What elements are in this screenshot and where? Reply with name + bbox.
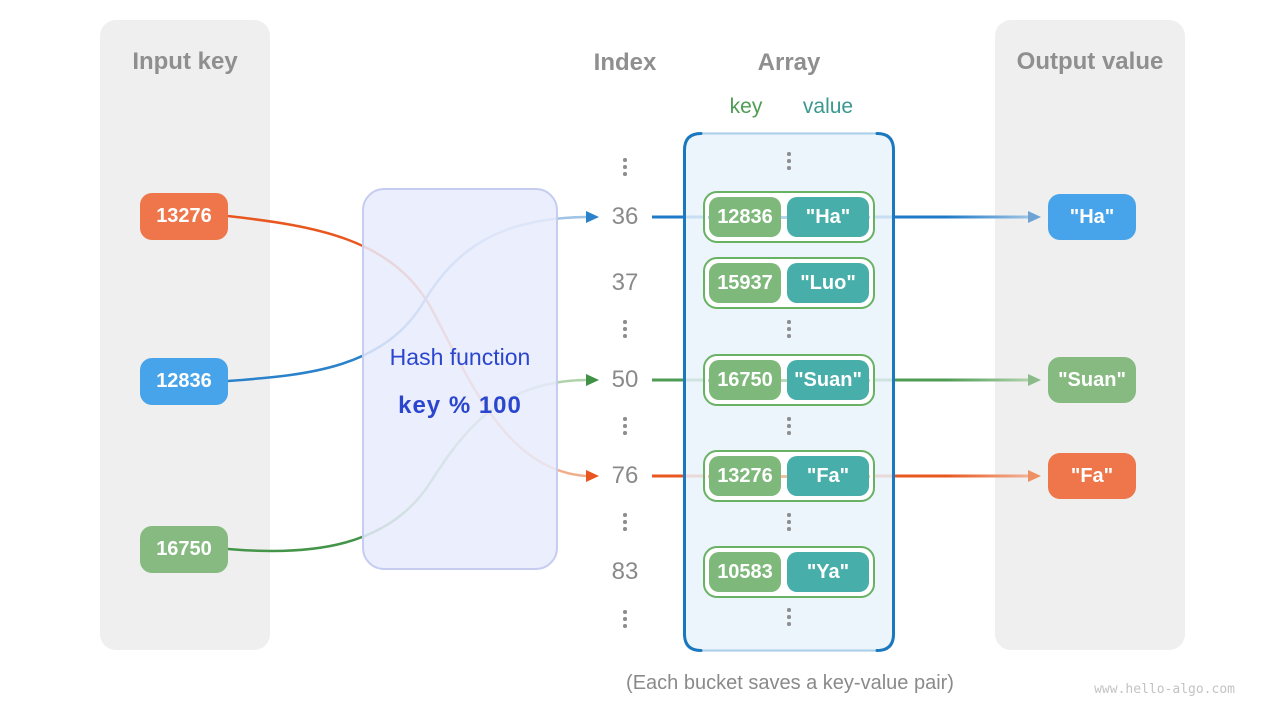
bucket-pair-ya: 10583 "Ya" <box>703 546 875 598</box>
bucket-key: 13276 <box>709 456 781 496</box>
array-right-bracket <box>875 132 895 652</box>
index-37: 37 <box>611 269 639 296</box>
arrowhead-index-76 <box>586 470 599 482</box>
hash-function-box <box>362 188 558 570</box>
index-36: 36 <box>611 203 639 230</box>
index-50: 50 <box>611 366 639 393</box>
output-value-fa: "Fa" <box>1048 453 1136 499</box>
input-panel-title: Input key <box>132 48 238 75</box>
arrowhead-output-ha <box>1028 211 1041 223</box>
input-key-12836: 12836 <box>140 358 228 405</box>
index-column-header: Index <box>593 49 657 76</box>
input-key-16750: 16750 <box>140 526 228 573</box>
ellipsis-dots <box>787 417 791 435</box>
output-value-suan: "Suan" <box>1048 357 1136 403</box>
output-value-ha: "Ha" <box>1048 194 1136 240</box>
bucket-pair-suan: 16750 "Suan" <box>703 354 875 406</box>
ellipsis-dots <box>623 513 627 531</box>
bucket-value: "Ha" <box>787 197 869 237</box>
output-panel-title: Output value <box>1016 48 1164 75</box>
hash-function-title: Hash function <box>389 344 531 370</box>
arrowhead-index-36 <box>586 211 599 223</box>
input-key-13276: 13276 <box>140 193 228 240</box>
bucket-pair-ha: 12836 "Ha" <box>703 191 875 243</box>
watermark: www.hello-algo.com <box>1094 682 1235 697</box>
array-column-header: Array <box>757 49 821 76</box>
bucket-value: "Luo" <box>787 263 869 303</box>
index-83: 83 <box>611 558 639 585</box>
hash-function-formula: key % 100 <box>398 392 522 419</box>
bucket-pair-fa: 13276 "Fa" <box>703 450 875 502</box>
key-column-header: key <box>729 95 763 118</box>
arrowhead-output-fa <box>1028 470 1041 482</box>
bucket-value: "Suan" <box>787 360 869 400</box>
ellipsis-dots <box>623 158 627 176</box>
output-value-panel <box>995 20 1185 650</box>
ellipsis-dots <box>623 320 627 338</box>
array-left-bracket <box>683 132 703 652</box>
bucket-key: 16750 <box>709 360 781 400</box>
bucket-pair-luo: 15937 "Luo" <box>703 257 875 309</box>
ellipsis-dots <box>787 608 791 626</box>
ellipsis-dots <box>623 610 627 628</box>
bucket-value: "Fa" <box>787 456 869 496</box>
ellipsis-dots <box>787 513 791 531</box>
arrowhead-index-50 <box>586 374 599 386</box>
bucket-value: "Ya" <box>787 552 869 592</box>
bucket-key: 15937 <box>709 263 781 303</box>
bucket-key: 10583 <box>709 552 781 592</box>
diagram-caption: (Each bucket saves a key-value pair) <box>626 672 954 694</box>
ellipsis-dots <box>787 152 791 170</box>
value-column-header: value <box>802 95 854 118</box>
ellipsis-dots <box>623 417 627 435</box>
arrowhead-output-suan <box>1028 374 1041 386</box>
bucket-key: 12836 <box>709 197 781 237</box>
ellipsis-dots <box>787 320 791 338</box>
index-76: 76 <box>611 462 639 489</box>
